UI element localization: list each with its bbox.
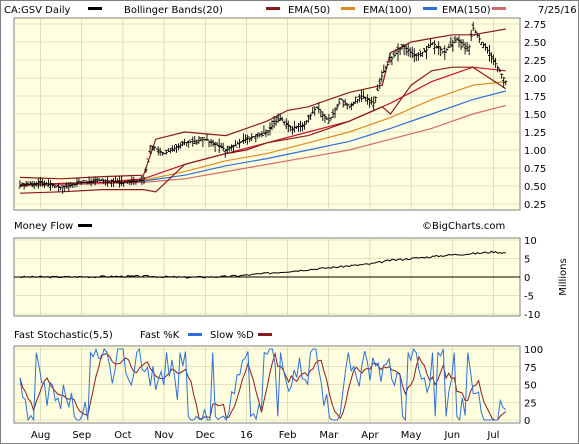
stochastic-y-tick-label: 75	[524, 363, 537, 374]
money-flow-y-tick-label: -10	[524, 310, 540, 321]
x-tick-label: Dec	[196, 430, 215, 441]
stochastic-y-tick-label: 50	[524, 381, 537, 392]
money-flow-series-group	[19, 250, 506, 279]
price-grid	[14, 18, 520, 210]
x-tick-label: Oct	[114, 430, 131, 441]
slow-d-legend-swatch	[258, 333, 272, 336]
money-flow-line	[19, 250, 506, 279]
x-tick-label: Sep	[72, 430, 91, 441]
x-tick-label: Apr	[361, 430, 379, 441]
series-bb-lower	[19, 66, 507, 194]
price-y-tick-label: 0.75	[524, 164, 546, 175]
chart-date: 7/25/16	[538, 5, 577, 16]
price-series-group	[18, 22, 508, 194]
price-panel: 2.75 2.50 2.25 2.00 1.75 1.50 1.25 1.00 0.75 0.50…	[13, 17, 546, 211]
stochastic-y-tick-label: 0	[524, 416, 530, 427]
ema100-legend-swatch	[423, 7, 437, 10]
money-flow-legend-swatch	[78, 224, 92, 227]
money-flow-y-tick-label: -5	[524, 292, 534, 303]
money-flow-y-tick-label: 10	[524, 236, 537, 247]
money-flow-title: Money Flow	[14, 221, 73, 232]
x-tick-label: Jun	[443, 430, 460, 441]
price-y-tick-label: 1.00	[524, 146, 546, 157]
legend-ema50: EMA(50)	[288, 5, 330, 16]
stochastic-panel: Fast Stochastic(5,5) Fast %K Slow %D 100…	[13, 330, 543, 427]
series-ema50	[19, 66, 506, 186]
stochastic-y-tick-label: 100	[524, 345, 543, 356]
slow-d-line	[19, 351, 507, 421]
money-flow-panel: Money Flow ©BigCharts.com 10 5 0 -5 -10 Mill…	[13, 221, 569, 321]
x-axis-ticks: Aug Sep Oct Nov Dec 16 Feb Mar Apr May Jun Jul	[31, 430, 500, 441]
money-flow-y-tick-label: 0	[524, 273, 530, 284]
stochastic-series-group	[19, 347, 507, 422]
credit-label: ©BigCharts.com	[422, 221, 505, 232]
x-tick-label: Feb	[279, 430, 297, 441]
slow-d-label: Slow %D	[210, 330, 254, 341]
price-y-tick-label: 0.25	[524, 200, 546, 211]
legend-bollinger: Bollinger Bands(20)	[124, 5, 223, 16]
symbol-label: CA:GSV Daily	[4, 5, 71, 16]
x-tick-label: Jul	[486, 430, 499, 441]
series-ema-last	[19, 104, 506, 187]
price-y-tick-label: 0.50	[524, 182, 546, 193]
ema50-legend-swatch	[341, 7, 355, 10]
price-y-tick-label: 1.25	[524, 128, 546, 139]
money-flow-y-ticks: 10 5 0 -5 -10	[524, 236, 540, 321]
millions-axis-label: Millions	[558, 258, 569, 295]
x-tick-label: Aug	[31, 430, 51, 441]
money-flow-y-tick-label: 5	[524, 255, 530, 266]
x-tick-label: Nov	[154, 430, 174, 441]
price-y-tick-label: 1.50	[524, 110, 546, 121]
stochastic-title: Fast Stochastic(5,5)	[14, 330, 113, 341]
price-y-tick-label: 2.75	[524, 20, 546, 31]
x-tick-label: May	[401, 430, 422, 441]
price-bars	[18, 22, 508, 194]
stochastic-y-ticks: 100 75 50 25 0	[524, 345, 543, 427]
price-y-tick-label: 2.50	[524, 38, 546, 49]
price-y-tick-label: 2.00	[524, 74, 546, 85]
stochastic-y-tick-label: 25	[524, 398, 537, 409]
x-tick-label: 16	[240, 430, 253, 441]
ema150-legend-swatch	[492, 7, 506, 10]
legend-ema150: EMA(150)	[442, 5, 491, 16]
price-y-tick-label: 1.75	[524, 92, 546, 103]
fast-k-label: Fast %K	[140, 330, 180, 341]
price-legend-swatch	[88, 7, 102, 10]
price-y-ticks: 2.75 2.50 2.25 2.00 1.75 1.50 1.25 1.00 0.75 0.50…	[524, 20, 546, 211]
chart-header: CA:GSV Daily Bollinger Bands(20) EMA(50)…	[4, 5, 577, 16]
fast-k-line	[19, 347, 507, 422]
bollinger-legend-swatch	[266, 7, 280, 10]
legend-ema100: EMA(100)	[363, 5, 412, 16]
x-tick-label: Mar	[319, 430, 339, 441]
fast-k-legend-swatch	[188, 333, 202, 336]
price-y-tick-label: 2.25	[524, 56, 546, 67]
